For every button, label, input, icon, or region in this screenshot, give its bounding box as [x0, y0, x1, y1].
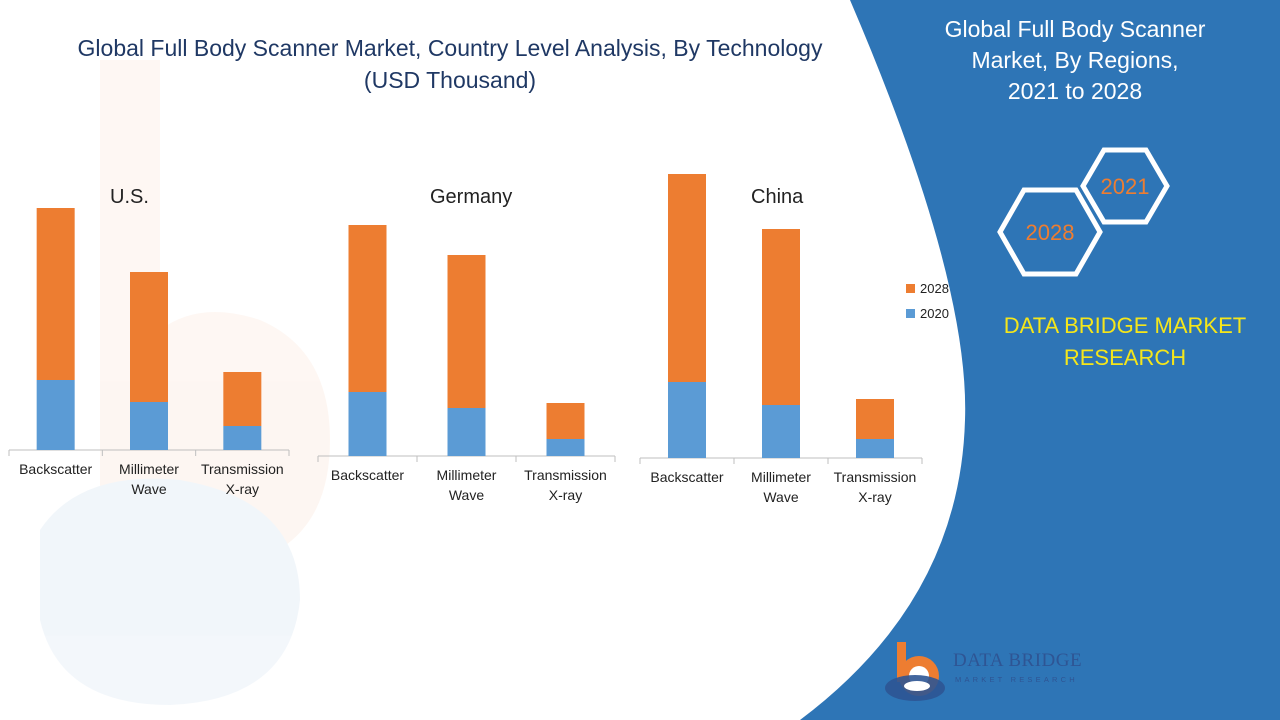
panel-title: Global Full Body Scanner Market, By Regi… [930, 14, 1220, 107]
bar-2028 [130, 272, 168, 402]
x-tick-label-line: Backscatter [19, 461, 93, 477]
logo-name: DATA BRIDGE [953, 650, 1083, 671]
x-tick-label-line: X-ray [225, 481, 260, 497]
x-tick-label-line: Millimeter [436, 467, 497, 483]
region-chart-title: China [751, 186, 804, 208]
chart-title-line1: Global Full Body Scanner Market, Country… [77, 35, 823, 61]
legend-label-2020: 2020 [920, 306, 949, 321]
bar-2028 [546, 403, 585, 439]
x-tick-label-line: Transmission [200, 461, 284, 477]
hexagon-label-2021: 2021 [1100, 174, 1150, 199]
region-chart-title: U.S. [110, 186, 149, 208]
x-tick-label-line: X-ray [548, 487, 583, 503]
legend-label-2028: 2028 [920, 281, 949, 296]
bar-2020 [36, 380, 75, 450]
bar-2020 [447, 408, 486, 456]
watermark [40, 60, 330, 705]
x-tick-label: Millimeter Wave [736, 467, 826, 507]
x-tick-label-line: Backscatter [650, 469, 724, 485]
bar-2020 [348, 392, 387, 456]
legend: 2028 2020 [906, 281, 949, 321]
legend-item-2020: 2020 [906, 306, 949, 321]
bar-2020 [856, 439, 894, 458]
bar-2028 [668, 174, 706, 382]
x-tick-label: Transmission X-ray [830, 467, 920, 507]
chart-title-line2: (USD Thousand) [363, 67, 537, 93]
brand-text-line1: DATA BRIDGE MARKET [1003, 313, 1247, 338]
panel-title-line1: Global Full Body Scanner [944, 16, 1206, 42]
x-tick-label-line: Transmission [524, 467, 607, 483]
bar-2028 [223, 372, 262, 426]
x-tick-label-line: Millimeter [119, 461, 179, 477]
x-tick-label: Transmission X-ray [521, 465, 611, 505]
x-tick-label: Millimeter Wave [422, 465, 512, 505]
region-panel [800, 0, 1280, 720]
bar-2020 [223, 426, 262, 450]
hexagon-2021 [1080, 147, 1170, 225]
logo-icon [885, 642, 945, 701]
bar-2020 [668, 382, 706, 458]
bar-2020 [762, 405, 800, 458]
x-tick-label-line: X-ray [858, 489, 892, 505]
x-tick-label-line: Backscatter [330, 467, 405, 483]
x-tick-label-line: Millimeter [751, 469, 811, 485]
x-tick-label-line: Wave [131, 481, 167, 497]
chart-title: Global Full Body Scanner Market, Country… [40, 32, 860, 96]
bar-2028 [856, 399, 894, 439]
brand-text: DATA BRIDGE MARKET RESEARCH [980, 310, 1270, 374]
x-tick-label: Millimeter Wave [104, 459, 194, 499]
bar-2028 [447, 255, 486, 408]
bar-2020 [546, 439, 585, 456]
x-tick-label: Backscatter [323, 465, 413, 485]
legend-swatch-2020 [906, 309, 915, 318]
region-chart-title: Germany [430, 186, 513, 208]
x-tick-label-line: Transmission [833, 469, 917, 485]
x-tick-label: Backscatter [11, 459, 101, 479]
panel-title-line2: Market, By Regions, [971, 47, 1179, 73]
x-tick-label-line: Wave [763, 489, 799, 505]
panel-title-line3: 2021 to 2028 [1007, 78, 1143, 104]
brand-text-line2: RESEARCH [1063, 345, 1187, 370]
hexagon-label-2028: 2028 [1025, 220, 1075, 245]
bar-2028 [762, 229, 800, 405]
x-tick-label: Transmission X-ray [197, 459, 287, 499]
x-tick-label-line: Wave [448, 487, 485, 503]
legend-swatch-2028 [906, 284, 915, 293]
x-tick-label: Backscatter [642, 467, 732, 487]
bar-2028 [36, 208, 75, 380]
logo-tagline: MARKET RESEARCH [955, 675, 1078, 684]
legend-item-2028: 2028 [906, 281, 949, 296]
bar-2028 [348, 225, 387, 392]
hexagon-2028 [997, 187, 1103, 277]
bar-2020 [130, 402, 168, 450]
